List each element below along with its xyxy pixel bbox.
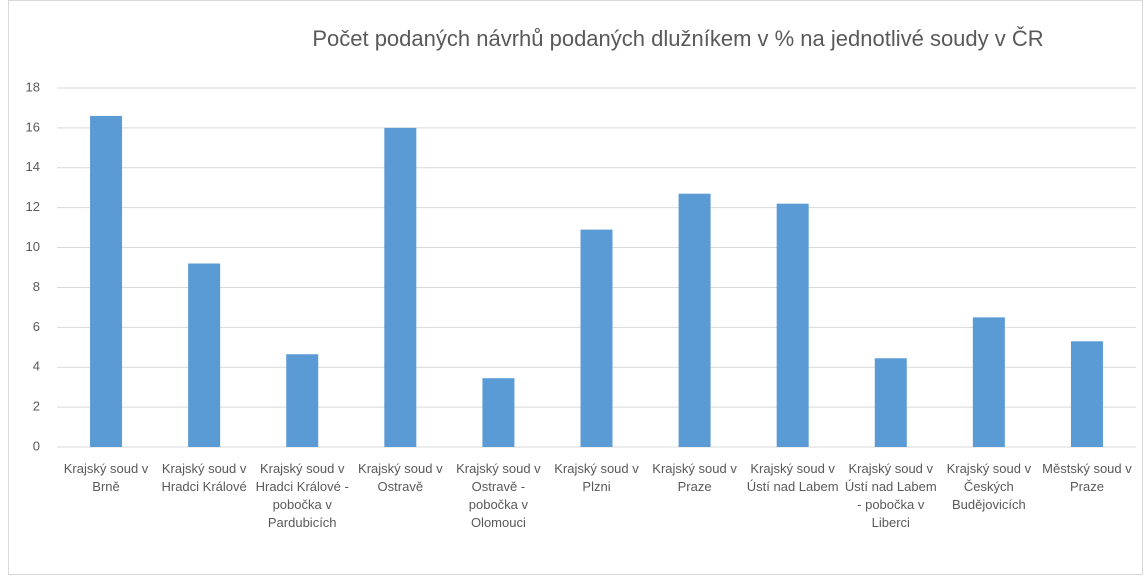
y-tick-label: 8 — [33, 279, 40, 294]
x-tick-label: Krajský soud v Ústí nad Labem — [746, 461, 839, 494]
x-tick-label: Krajský soud v Ostravě — [358, 461, 443, 494]
x-tick-label: Krajský soud v Hradci Králové - pobočka … — [255, 461, 349, 530]
chart-title: Počet podaných návrhů podaných dlužníkem… — [312, 26, 1043, 51]
chart-border — [8, 0, 1143, 575]
bar — [776, 203, 809, 447]
y-tick-label: 2 — [33, 399, 40, 414]
bar — [482, 378, 515, 447]
bar — [90, 115, 123, 447]
bar — [678, 193, 711, 447]
y-tick-label: 0 — [33, 438, 40, 453]
y-tick-label: 12 — [26, 199, 40, 214]
x-tick-label: Krajský soud v Ústí nad Labem - pobočka … — [844, 461, 937, 530]
y-tick-label: 18 — [26, 79, 40, 94]
bar — [384, 127, 417, 447]
bar — [188, 263, 221, 447]
x-tick-label: Krajský soud v Praze — [652, 461, 737, 494]
y-tick-label: 14 — [26, 159, 40, 174]
bar — [972, 317, 1005, 447]
bar — [1070, 341, 1103, 447]
x-tick-label: Krajský soud v Ostravě - pobočka v Olomo… — [456, 461, 541, 530]
bar — [286, 354, 319, 447]
y-tick-label: 16 — [26, 119, 40, 134]
x-tick-label: Krajský soud v Českých Budějovicích — [946, 461, 1032, 512]
x-tick-label: Městský soud v Praze — [1042, 461, 1132, 494]
x-tick-label: Krajský soud v Plzni — [554, 461, 639, 494]
y-tick-label: 10 — [26, 239, 40, 254]
y-tick-label: 6 — [33, 319, 40, 334]
bar — [874, 358, 907, 447]
x-tick-label: Krajský soud v Hradci Králové — [161, 461, 247, 494]
bar — [580, 229, 613, 447]
y-tick-label: 4 — [33, 359, 40, 374]
x-tick-label: Krajský soud v Brně — [63, 461, 149, 494]
